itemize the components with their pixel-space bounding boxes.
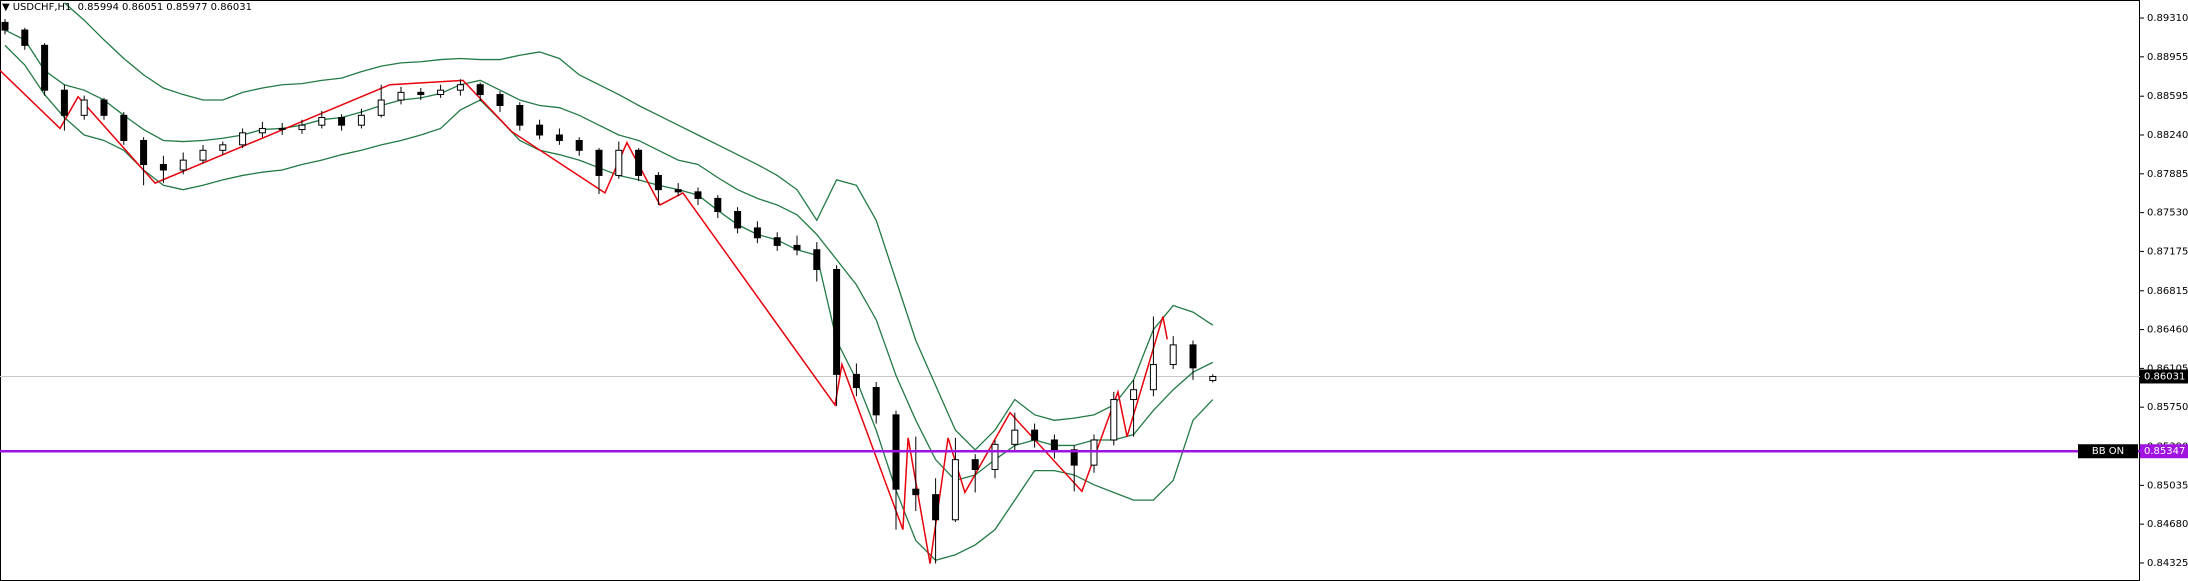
candle-body	[595, 149, 603, 176]
candle-body	[100, 99, 108, 116]
candle-body	[833, 268, 841, 375]
candle-body	[1209, 375, 1217, 382]
candle-body	[734, 211, 742, 229]
candle-body	[575, 139, 583, 151]
candle-body	[813, 249, 821, 270]
candle-body	[140, 139, 148, 166]
candle-body	[753, 227, 761, 239]
candle-body	[298, 124, 306, 131]
candle-body	[852, 373, 860, 389]
candle-body	[437, 89, 445, 96]
candle-body	[694, 191, 702, 199]
candle-body	[1070, 449, 1078, 466]
y-tick-label: 0.85750	[2147, 402, 2188, 413]
bollinger-band	[63, 2, 1214, 451]
candle-body	[912, 488, 920, 496]
symbol: USDCHF,H1	[12, 2, 72, 13]
zigzag-line	[0, 69, 1168, 564]
candle-body	[456, 84, 464, 91]
y-tick-label: 0.84680	[2147, 519, 2188, 530]
level-tag: BB ON	[2092, 446, 2124, 457]
candle-body	[1090, 439, 1098, 466]
candle-body	[120, 114, 128, 141]
header: ▼ USDCHF,H1 0.85994 0.86051 0.85977 0.86031	[2, 2, 255, 13]
candle-body	[338, 117, 346, 126]
price-tag-bg	[2140, 369, 2188, 384]
low: 0.85977	[166, 2, 208, 13]
y-tick-label: 0.86105	[2147, 363, 2188, 374]
candle-body	[476, 84, 484, 96]
y-tick-label: 0.84325	[2147, 558, 2188, 569]
y-tick-label: 0.87530	[2147, 208, 2188, 219]
high: 0.86051	[121, 2, 164, 13]
candle-body	[516, 104, 524, 126]
y-tick-label: 0.86460	[2147, 325, 2188, 336]
candle-body	[793, 244, 801, 251]
candle-body	[318, 117, 326, 126]
candle-body	[179, 159, 187, 171]
y-tick-label: 0.85035	[2147, 480, 2188, 491]
open: 0.85994	[77, 2, 119, 13]
candle-body	[357, 114, 365, 126]
y-tick-label: 0.88240	[2147, 130, 2188, 141]
y-tick-label: 0.88595	[2147, 91, 2188, 102]
candle-body	[1031, 429, 1039, 441]
candle-body	[654, 174, 662, 191]
candle-body	[60, 89, 68, 116]
candle-body	[1169, 344, 1177, 366]
candle-body	[536, 124, 544, 136]
candle-body	[773, 237, 781, 246]
y-tick-label: 0.88955	[2147, 52, 2188, 63]
candle-body	[1050, 439, 1058, 451]
candle-body	[159, 164, 167, 171]
y-tick-label: 0.89310	[2147, 13, 2188, 24]
candle-body	[991, 443, 999, 471]
price-tag: 0.86031	[2144, 371, 2185, 382]
candle-body	[674, 189, 682, 193]
close: 0.86031	[210, 2, 253, 13]
candle-body	[278, 127, 286, 131]
level-price-bg	[2140, 444, 2188, 459]
candle-body	[951, 459, 959, 521]
candle-body	[1189, 344, 1197, 369]
candle-body	[397, 91, 405, 101]
candle-body	[41, 44, 49, 91]
candle-body	[615, 149, 623, 176]
candle-body	[21, 29, 29, 46]
y-tick-label: 0.86815	[2147, 286, 2188, 297]
candle-body	[1110, 399, 1118, 441]
y-tick-label: 0.87175	[2147, 246, 2188, 257]
candle-body	[239, 132, 247, 146]
candle-body	[199, 149, 207, 161]
dropdown-arrow[interactable]: ▼	[2, 2, 10, 13]
candle-body	[555, 134, 563, 141]
y-tick-label: 0.87885	[2147, 169, 2188, 180]
level-tag-bg	[2078, 444, 2138, 459]
bollinger-band	[4, 29, 1214, 482]
candle-body	[417, 91, 425, 96]
candle-body	[496, 94, 504, 106]
candle-body	[258, 127, 266, 134]
candle-body	[219, 144, 227, 151]
candle-body	[1, 21, 9, 31]
candle-body	[971, 459, 979, 471]
candle-body	[1149, 364, 1157, 391]
bollinger-band	[4, 44, 1214, 561]
candle-body	[714, 197, 722, 213]
candle-body	[80, 99, 88, 116]
plot-frame	[0, 0, 2140, 581]
candle-body	[377, 99, 385, 116]
candle-body	[1130, 389, 1138, 401]
level-price: 0.85347	[2144, 446, 2185, 457]
candle-body	[635, 149, 643, 176]
candle-body	[932, 494, 940, 521]
candle-body	[1011, 429, 1019, 445]
candle-body	[872, 387, 880, 416]
